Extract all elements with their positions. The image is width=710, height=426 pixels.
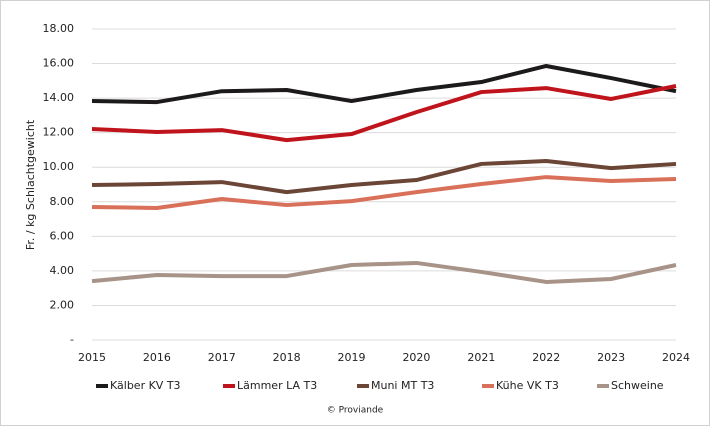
y-tick-label: 8.00 <box>50 195 75 208</box>
legend-label: Kälber KV T3 <box>110 379 181 392</box>
x-tick-label: 2023 <box>597 351 625 364</box>
y-tick-label: 18.00 <box>43 22 75 35</box>
x-tick-label: 2016 <box>143 351 171 364</box>
legend-label: Kühe VK T3 <box>496 379 559 392</box>
y-tick-label: 6.00 <box>50 229 75 242</box>
legend-label: Schweine <box>611 379 664 392</box>
x-tick-label: 2024 <box>662 351 690 364</box>
x-tick-label: 2020 <box>402 351 430 364</box>
series-line <box>91 84 677 143</box>
y-tick-label: 12.00 <box>43 126 75 139</box>
series-line <box>91 260 677 284</box>
y-tick-label: 2.00 <box>50 298 75 311</box>
y-tick-label: 16.00 <box>43 57 75 70</box>
y-tick-label: 14.00 <box>43 91 75 104</box>
y-axis-label: Fr. / kg Schlachtgewicht <box>24 119 37 250</box>
x-tick-label: 2015 <box>78 351 106 364</box>
y-tick-label: 10.00 <box>43 160 75 173</box>
x-tick-label: 2022 <box>532 351 560 364</box>
legend-label: Muni MT T3 <box>371 379 434 392</box>
y-tick-label: - <box>70 333 74 346</box>
x-tick-label: 2018 <box>273 351 301 364</box>
x-tick-label: 2019 <box>338 351 366 364</box>
legend-label: Lämmer LA T3 <box>237 379 317 392</box>
x-tick-label: 2021 <box>467 351 495 364</box>
x-tick-label: 2017 <box>208 351 236 364</box>
series-line <box>91 159 677 195</box>
y-tick-label: 4.00 <box>50 264 75 277</box>
series-line <box>91 63 677 105</box>
source: © Proviande <box>327 406 384 416</box>
series-line <box>91 175 677 210</box>
